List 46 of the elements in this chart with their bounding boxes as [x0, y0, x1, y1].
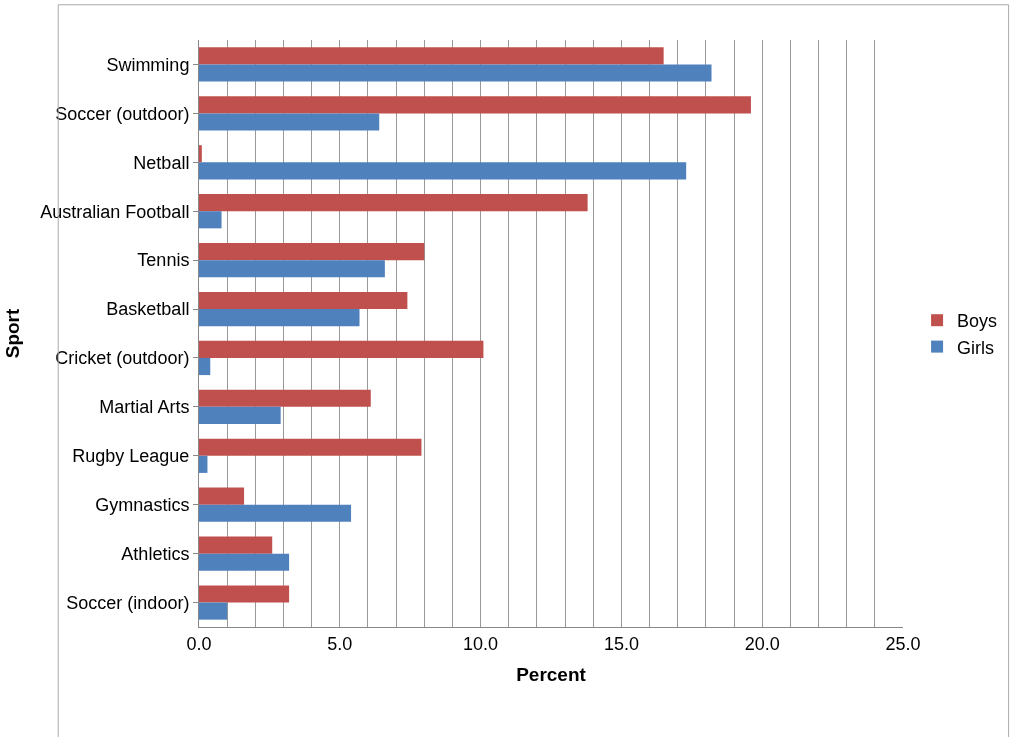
y-axis-title: Sport [2, 308, 24, 359]
bar [199, 47, 664, 65]
bar [199, 585, 290, 603]
x-tick-label: 5.0 [327, 633, 353, 654]
bar [199, 309, 360, 327]
y-tick-label: Gymnastics [95, 495, 190, 516]
y-tick-label: Netball [133, 152, 190, 173]
bar [199, 438, 422, 456]
y-tick-label: Athletics [121, 543, 190, 564]
x-tick-label: 10.0 [463, 633, 499, 654]
bar [199, 357, 211, 376]
x-tick-label: 0.0 [186, 633, 212, 654]
bar [199, 389, 371, 407]
x-tick-label: 15.0 [603, 633, 639, 654]
bar [199, 96, 751, 114]
y-tick-label: Swimming [106, 54, 190, 75]
y-tick-label: Tennis [137, 250, 190, 271]
x-tick-label: 20.0 [744, 633, 780, 654]
y-tick-label: Soccer (outdoor) [55, 103, 190, 124]
legend-label: Boys [957, 311, 998, 332]
y-tick-label: Soccer (indoor) [66, 592, 190, 613]
y-tick-label: Australian Football [40, 201, 190, 222]
bar [199, 602, 228, 620]
bar [199, 194, 588, 212]
bar [199, 504, 352, 522]
bar [199, 113, 380, 131]
y-tick-label: Cricket (outdoor) [55, 348, 190, 369]
bar [199, 145, 202, 163]
bar [199, 162, 687, 180]
y-tick-label: Rugby League [72, 446, 190, 467]
x-tick-label: 25.0 [885, 633, 921, 654]
bar [199, 211, 222, 229]
bar [199, 291, 408, 310]
legend-label: Girls [957, 337, 995, 358]
bar [199, 64, 712, 82]
y-tick-label: Martial Arts [99, 397, 190, 418]
bar [199, 487, 245, 505]
bar [199, 243, 425, 261]
bar [199, 455, 208, 473]
bar [199, 260, 385, 278]
bar [199, 406, 281, 424]
bar [199, 553, 290, 571]
x-axis-title: Percent [516, 664, 587, 686]
y-tick-label: Basketball [106, 299, 190, 320]
bar [199, 536, 273, 554]
bar [199, 340, 484, 358]
